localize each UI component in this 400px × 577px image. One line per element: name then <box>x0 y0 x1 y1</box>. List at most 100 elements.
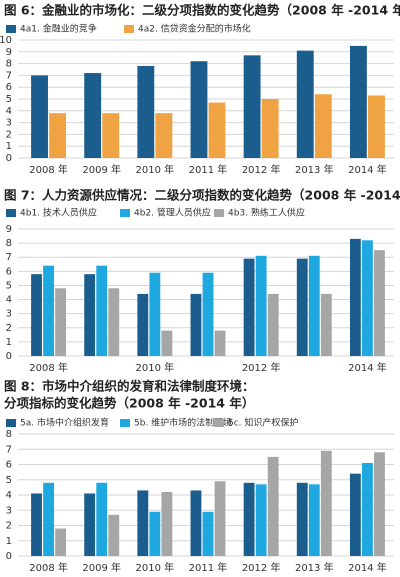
x-tick-label: 2012 年 <box>242 163 281 176</box>
y-tick-label: 2 <box>6 521 12 532</box>
y-tick-label: 6 <box>6 460 12 471</box>
bar <box>31 274 42 356</box>
y-tick-label: 0 <box>6 351 12 362</box>
bar <box>296 258 308 356</box>
x-tick-label: 2012 年 <box>242 561 281 574</box>
bar <box>137 65 155 158</box>
bar <box>208 102 226 158</box>
bar <box>190 61 208 158</box>
bar <box>84 274 96 356</box>
bar <box>362 462 373 556</box>
legend-label: 4b3. 熟练工人供应 <box>228 207 305 219</box>
x-tick-label: 2010 年 <box>136 361 175 374</box>
bar <box>296 50 314 159</box>
bar <box>55 528 67 556</box>
legend-swatch <box>124 25 134 33</box>
x-tick-label: 2013 年 <box>295 561 334 574</box>
x-tick-label: 2010 年 <box>136 561 175 574</box>
bar <box>243 55 261 159</box>
bar <box>49 113 67 158</box>
y-tick-label: 4 <box>6 106 12 117</box>
y-tick-label: 3 <box>6 309 12 320</box>
y-tick-label: 5 <box>6 94 12 105</box>
bar <box>202 272 214 356</box>
bar <box>296 482 308 556</box>
legend-swatch <box>6 25 16 33</box>
y-tick-label: 4 <box>6 295 12 306</box>
legend-swatch <box>6 419 16 427</box>
bar <box>31 493 42 556</box>
y-tick-label: 8 <box>6 238 12 249</box>
bar <box>190 293 202 356</box>
bar <box>255 484 267 556</box>
y-tick-label: 7 <box>6 70 12 81</box>
x-tick-label: 2011 年 <box>189 561 228 574</box>
legend-label: 4a2. 信贷资金分配的市场化 <box>138 23 251 35</box>
bar <box>96 265 108 356</box>
y-tick-label: 4 <box>6 490 12 501</box>
bar <box>84 73 102 158</box>
y-tick-label: 1 <box>6 141 12 152</box>
bar <box>31 75 48 158</box>
legend-swatch <box>120 209 130 217</box>
bar <box>308 484 320 556</box>
x-tick-label: 2014 年 <box>348 163 387 176</box>
bar <box>214 330 226 356</box>
x-tick-label: 2009 年 <box>82 561 121 574</box>
bar <box>161 330 173 356</box>
chart-title: 分项指标的变化趋势（2008 年 -2014 年） <box>4 396 254 411</box>
legend-label: 5b. 维护市场的法制环境 <box>134 417 232 429</box>
bar <box>43 265 54 356</box>
bar <box>102 113 120 158</box>
y-tick-label: 1 <box>6 337 12 348</box>
bar <box>243 482 255 556</box>
y-tick-label: 2 <box>6 323 12 334</box>
y-tick-label: 3 <box>6 505 12 516</box>
x-tick-label: 2009 年 <box>82 163 121 176</box>
legend-swatch <box>214 419 224 427</box>
bar <box>320 450 332 556</box>
y-tick-label: 1 <box>6 536 12 547</box>
x-tick-label: 2010 年 <box>136 163 175 176</box>
y-tick-label: 8 <box>6 429 12 440</box>
bar <box>349 238 361 356</box>
chart-title: 图 7：人力资源供应情况：二级分项指数的变化趋势（2008 年 -2014 年） <box>4 188 400 203</box>
x-tick-label: 2008 年 <box>29 561 68 574</box>
legend-label: 4a1. 金融业的竞争 <box>20 23 97 35</box>
y-tick-label: 5 <box>6 475 12 486</box>
y-tick-label: 7 <box>6 444 12 455</box>
y-tick-label: 5 <box>6 280 12 291</box>
y-tick-label: 3 <box>6 118 12 129</box>
legend-swatch <box>214 209 224 217</box>
y-tick-label: 10 <box>0 35 12 46</box>
bar <box>137 293 149 356</box>
bar <box>320 293 332 356</box>
y-tick-label: 2 <box>6 129 12 140</box>
legend-label: 4b1. 技术人员供应 <box>20 207 97 219</box>
x-tick-label: 2011 年 <box>189 163 228 176</box>
y-tick-label: 9 <box>6 47 12 58</box>
bar <box>96 482 108 556</box>
x-tick-label: 2008 年 <box>29 361 68 374</box>
bar <box>149 511 161 556</box>
y-tick-label: 9 <box>6 224 12 235</box>
y-tick-label: 0 <box>6 153 12 164</box>
bar <box>368 95 385 158</box>
bar <box>161 491 173 556</box>
legend-label: 4b2. 管理人员供应 <box>134 207 211 219</box>
bar <box>190 490 202 556</box>
bar <box>374 452 385 556</box>
bar <box>255 255 267 356</box>
bar <box>202 511 214 556</box>
y-tick-label: 6 <box>6 266 12 277</box>
y-tick-label: 0 <box>6 551 12 562</box>
bar <box>108 288 120 356</box>
bar <box>267 293 279 356</box>
legend-label: 5a. 市场中介组织发育 <box>20 417 109 429</box>
bar <box>349 45 367 158</box>
y-tick-label: 6 <box>6 82 12 93</box>
chart-title: 图 6：金融业的市场化：二级分项指数的变化趋势（2008 年 -2014 年） <box>4 3 400 18</box>
bar <box>108 514 120 556</box>
x-tick-label: 2014 年 <box>348 561 387 574</box>
